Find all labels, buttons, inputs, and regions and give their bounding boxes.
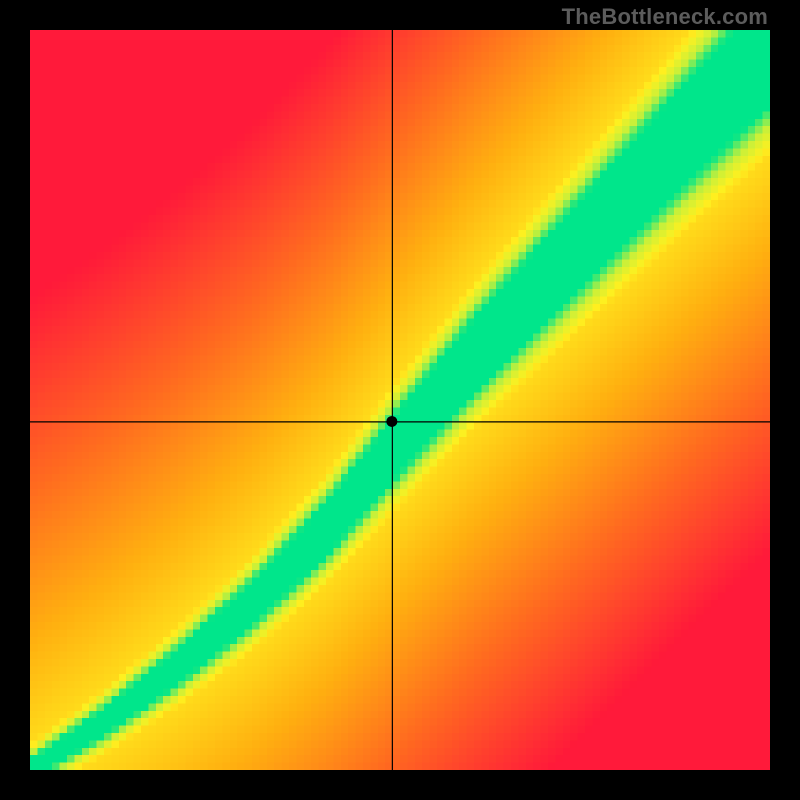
crosshair-overlay xyxy=(30,30,770,770)
chart-frame: TheBottleneck.com xyxy=(0,0,800,800)
watermark-text: TheBottleneck.com xyxy=(562,4,768,30)
